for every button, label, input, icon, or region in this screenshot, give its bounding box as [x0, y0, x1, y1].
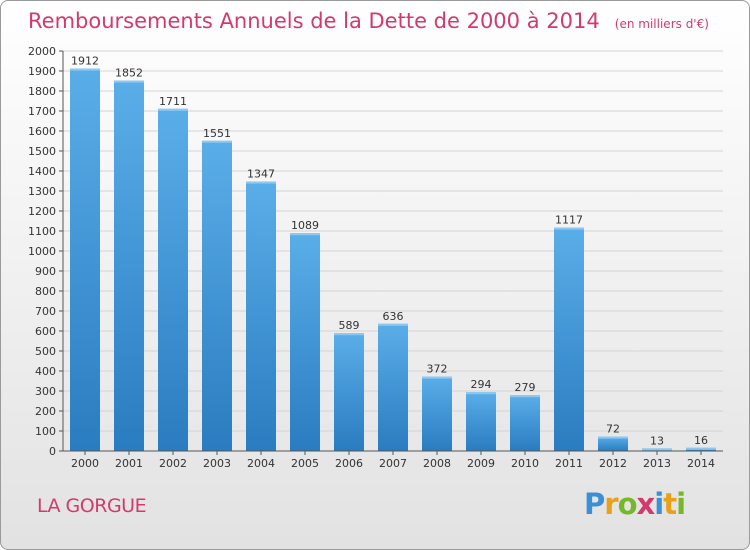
y-tick-label: 1300 — [28, 185, 56, 198]
y-tick-label: 100 — [35, 425, 56, 438]
x-tick-label: 2007 — [379, 457, 407, 470]
y-tick-label: 1800 — [28, 85, 56, 98]
bar-value-label: 72 — [606, 423, 620, 436]
bar-value-label: 279 — [515, 381, 536, 394]
bar-value-label: 1551 — [203, 127, 231, 140]
x-tick-label: 2010 — [511, 457, 539, 470]
bar-highlight — [686, 447, 716, 450]
x-tick-label: 2003 — [203, 457, 231, 470]
bar-highlight — [246, 181, 276, 184]
y-tick-label: 600 — [35, 325, 56, 338]
logo-letter: t — [663, 487, 677, 521]
chart-title: Remboursements Annuels de la Dette de 20… — [28, 9, 600, 33]
bar-value-label: 294 — [471, 378, 492, 391]
y-tick-label: 900 — [35, 265, 56, 278]
x-tick-label: 2000 — [71, 457, 99, 470]
location-label: LA GORGUE — [37, 495, 147, 517]
bar-value-label: 636 — [383, 310, 404, 323]
bar-value-label: 1347 — [247, 168, 275, 181]
x-tick-label: 2005 — [291, 457, 319, 470]
bar — [290, 233, 320, 451]
bar — [158, 108, 188, 452]
bar — [70, 68, 100, 451]
bar — [422, 376, 452, 451]
bar-value-label: 1852 — [115, 67, 143, 80]
y-tick-label: 200 — [35, 405, 56, 418]
logo-letter: x — [636, 487, 656, 521]
bar — [554, 227, 584, 451]
bar-value-label: 589 — [339, 319, 360, 332]
x-tick-label: 2011 — [555, 457, 583, 470]
x-tick-label: 2008 — [423, 457, 451, 470]
y-tick-label: 1100 — [28, 225, 56, 238]
y-tick-label: 400 — [35, 365, 56, 378]
bar — [246, 181, 276, 451]
bars — [70, 68, 716, 452]
x-axis: 2000 2001 2002 2003 2004 2005 2006 2007 2008 2009… — [63, 450, 723, 470]
bar-highlight — [290, 233, 320, 236]
bar-highlight — [642, 448, 672, 451]
x-tick-label: 2001 — [115, 457, 143, 470]
proxiti-logo: Proxiti — [584, 487, 686, 521]
y-tick-label: 1400 — [28, 165, 56, 178]
y-tick-label: 700 — [35, 305, 56, 318]
y-tick-label: 1600 — [28, 125, 56, 138]
bar — [202, 140, 232, 452]
logo-letter: P — [584, 487, 605, 521]
bar — [466, 392, 496, 451]
bar-highlight — [114, 80, 144, 83]
bar-highlight — [202, 140, 232, 143]
bar-value-label: 1912 — [71, 55, 99, 68]
y-tick-label: 1200 — [28, 205, 56, 218]
bar-highlight — [466, 392, 496, 395]
bar-value-label: 1089 — [291, 219, 319, 232]
unit-note: (en milliers d'€) — [614, 17, 709, 31]
x-tick-label: 2004 — [247, 457, 275, 470]
bar-highlight — [598, 436, 628, 439]
y-tick-label: 0 — [49, 445, 56, 458]
bar-value-label: 16 — [694, 434, 708, 447]
x-tick-label: 2002 — [159, 457, 187, 470]
bar-highlight — [158, 108, 188, 111]
bar-value-label: 1117 — [555, 214, 583, 227]
logo-letter: o — [617, 487, 638, 521]
y-tick-label: 500 — [35, 345, 56, 358]
y-tick-label: 1900 — [28, 65, 56, 78]
logo-letter: i — [654, 487, 664, 521]
bar — [598, 436, 628, 451]
logo-letter: r — [604, 487, 618, 521]
value-labels: 1912 1852 1711 1551 1347 1089 589 636 372 294 279 1… — [71, 55, 708, 448]
y-axis: 0 100 200 300 400 500 600 700 800 900 1000 1100 1200… — [28, 45, 64, 458]
bar — [378, 323, 408, 451]
x-tick-label: 2009 — [467, 457, 495, 470]
bar — [334, 333, 364, 451]
bar-highlight — [510, 395, 540, 398]
y-tick-label: 1000 — [28, 245, 56, 258]
bar-value-label: 13 — [650, 434, 664, 447]
y-tick-label: 300 — [35, 385, 56, 398]
x-tick-label: 2012 — [599, 457, 627, 470]
bar-highlight — [554, 227, 584, 230]
logo-letter: i — [676, 487, 686, 521]
bar — [510, 395, 540, 451]
y-tick-label: 1500 — [28, 145, 56, 158]
y-tick-label: 2000 — [28, 45, 56, 58]
bar-highlight — [378, 323, 408, 326]
bar-value-label: 372 — [427, 363, 448, 376]
y-tick-label: 1700 — [28, 105, 56, 118]
x-tick-label: 2006 — [335, 457, 363, 470]
bar-highlight — [70, 68, 100, 71]
bar-highlight — [422, 376, 452, 379]
chart-title-row: Remboursements Annuels de la Dette de 20… — [28, 9, 709, 33]
x-tick-label: 2013 — [643, 457, 671, 470]
bar-value-label: 1711 — [159, 95, 187, 108]
bar-highlight — [334, 333, 364, 336]
bar — [114, 80, 144, 451]
y-tick-label: 800 — [35, 285, 56, 298]
x-tick-label: 2014 — [687, 457, 715, 470]
